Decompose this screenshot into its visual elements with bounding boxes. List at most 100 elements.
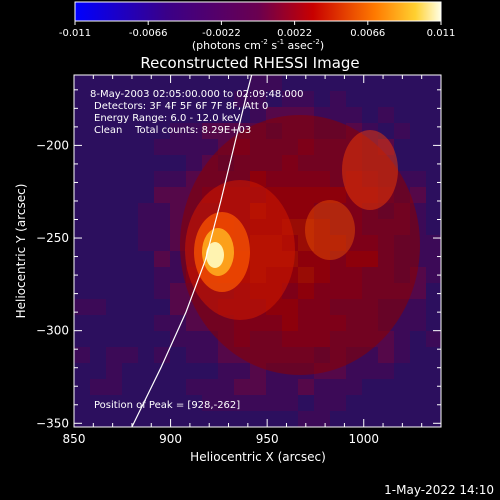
heat-cell [282,411,298,427]
heat-cell [394,379,410,395]
heat-cell [138,171,154,187]
heat-cell [218,75,234,91]
heat-cell [106,379,122,395]
heat-cell [394,347,410,363]
heat-cell [202,139,218,155]
heat-cell [426,411,441,427]
heat-cell [74,123,90,139]
heat-cell [106,171,122,187]
heat-cell [186,123,202,139]
heat-cell [266,411,282,427]
heat-cell [122,379,138,395]
heat-cell [186,331,202,347]
heat-cell [138,283,154,299]
heat-cell [170,411,186,427]
heat-cell [218,363,234,379]
y-tick-label: −200 [36,138,69,152]
x-axis: 850 900 950 1000 [63,75,442,446]
heat-cell [218,347,234,363]
heat-cell [378,75,394,91]
heat-cell [394,395,410,411]
heat-cell [410,123,426,139]
heat-cell [106,123,122,139]
heat-cell [154,187,170,203]
colorbar-tick-label: 0.011 [427,28,456,39]
footer-timestamp: 1-May-2022 14:10 [384,483,494,497]
y-axis: −200 −250 −300 −350 [36,89,441,430]
heat-cell [186,379,202,395]
heat-cell [122,363,138,379]
heat-cell [378,107,394,123]
colorbar-tick-label: -0.011 [59,28,91,39]
x-axis-label: Heliocentric X (arcsec) [190,450,326,464]
heat-cell [346,363,362,379]
heat-cell [186,363,202,379]
heat-cell [122,187,138,203]
heat-cell [122,91,138,107]
heat-cell [154,91,170,107]
heat-cell [378,123,394,139]
heat-cell [90,379,106,395]
heat-cell [138,203,154,219]
heat-cell [362,123,378,139]
heat-cell [298,379,314,395]
heat-cell [282,379,298,395]
heat-cell [346,91,362,107]
colorbar-ticks: -0.011 -0.0066 -0.0022 0.0022 0.0066 0.011 [59,21,455,39]
heat-cell [170,363,186,379]
heat-cell [170,283,186,299]
heat-cell [74,219,90,235]
heat-cell [186,315,202,331]
image-area [74,75,441,427]
heat-cell [122,315,138,331]
heat-cell [426,123,441,139]
heat-cell [394,107,410,123]
heat-cell [138,235,154,251]
heat-cell [202,75,218,91]
heat-cell [170,267,186,283]
heat-cell [314,91,330,107]
heat-cell [154,75,170,91]
heat-cell [410,171,426,187]
heat-cell [346,395,362,411]
heat-cell [250,107,266,123]
heat-cell [154,235,170,251]
heat-cell [74,347,90,363]
heat-cell [250,75,266,91]
heat-cell [378,91,394,107]
heat-cell [410,299,426,315]
heat-cell [314,411,330,427]
heat-cell [298,411,314,427]
heat-cell [122,299,138,315]
heat-cell [218,91,234,107]
heat-cell [90,187,106,203]
heat-cell [138,155,154,171]
heat-cell [138,219,154,235]
heat-cell [362,75,378,91]
heat-cell [170,187,186,203]
heat-cell [410,315,426,331]
heat-cell [138,107,154,123]
heat-cell [138,363,154,379]
heat-cell [250,379,266,395]
heat-cell [426,75,441,91]
heat-cell [202,347,218,363]
heat-cell [154,395,170,411]
heat-cell [138,347,154,363]
heat-cell [362,395,378,411]
heat-cell [250,411,266,427]
colorbar-tick-label: -0.0022 [202,28,241,39]
heat-cell [186,107,202,123]
heat-cell [138,123,154,139]
heat-cell [106,347,122,363]
heat-cell [202,91,218,107]
heat-cell [330,75,346,91]
annotation-energy: Energy Range: 6.0 - 12.0 keV [94,113,240,124]
heat-cell [138,299,154,315]
heat-cell [106,107,122,123]
heat-cell [330,411,346,427]
heat-cell [90,411,106,427]
emission-region [342,130,398,210]
heat-cell [266,379,282,395]
heat-cell [298,91,314,107]
